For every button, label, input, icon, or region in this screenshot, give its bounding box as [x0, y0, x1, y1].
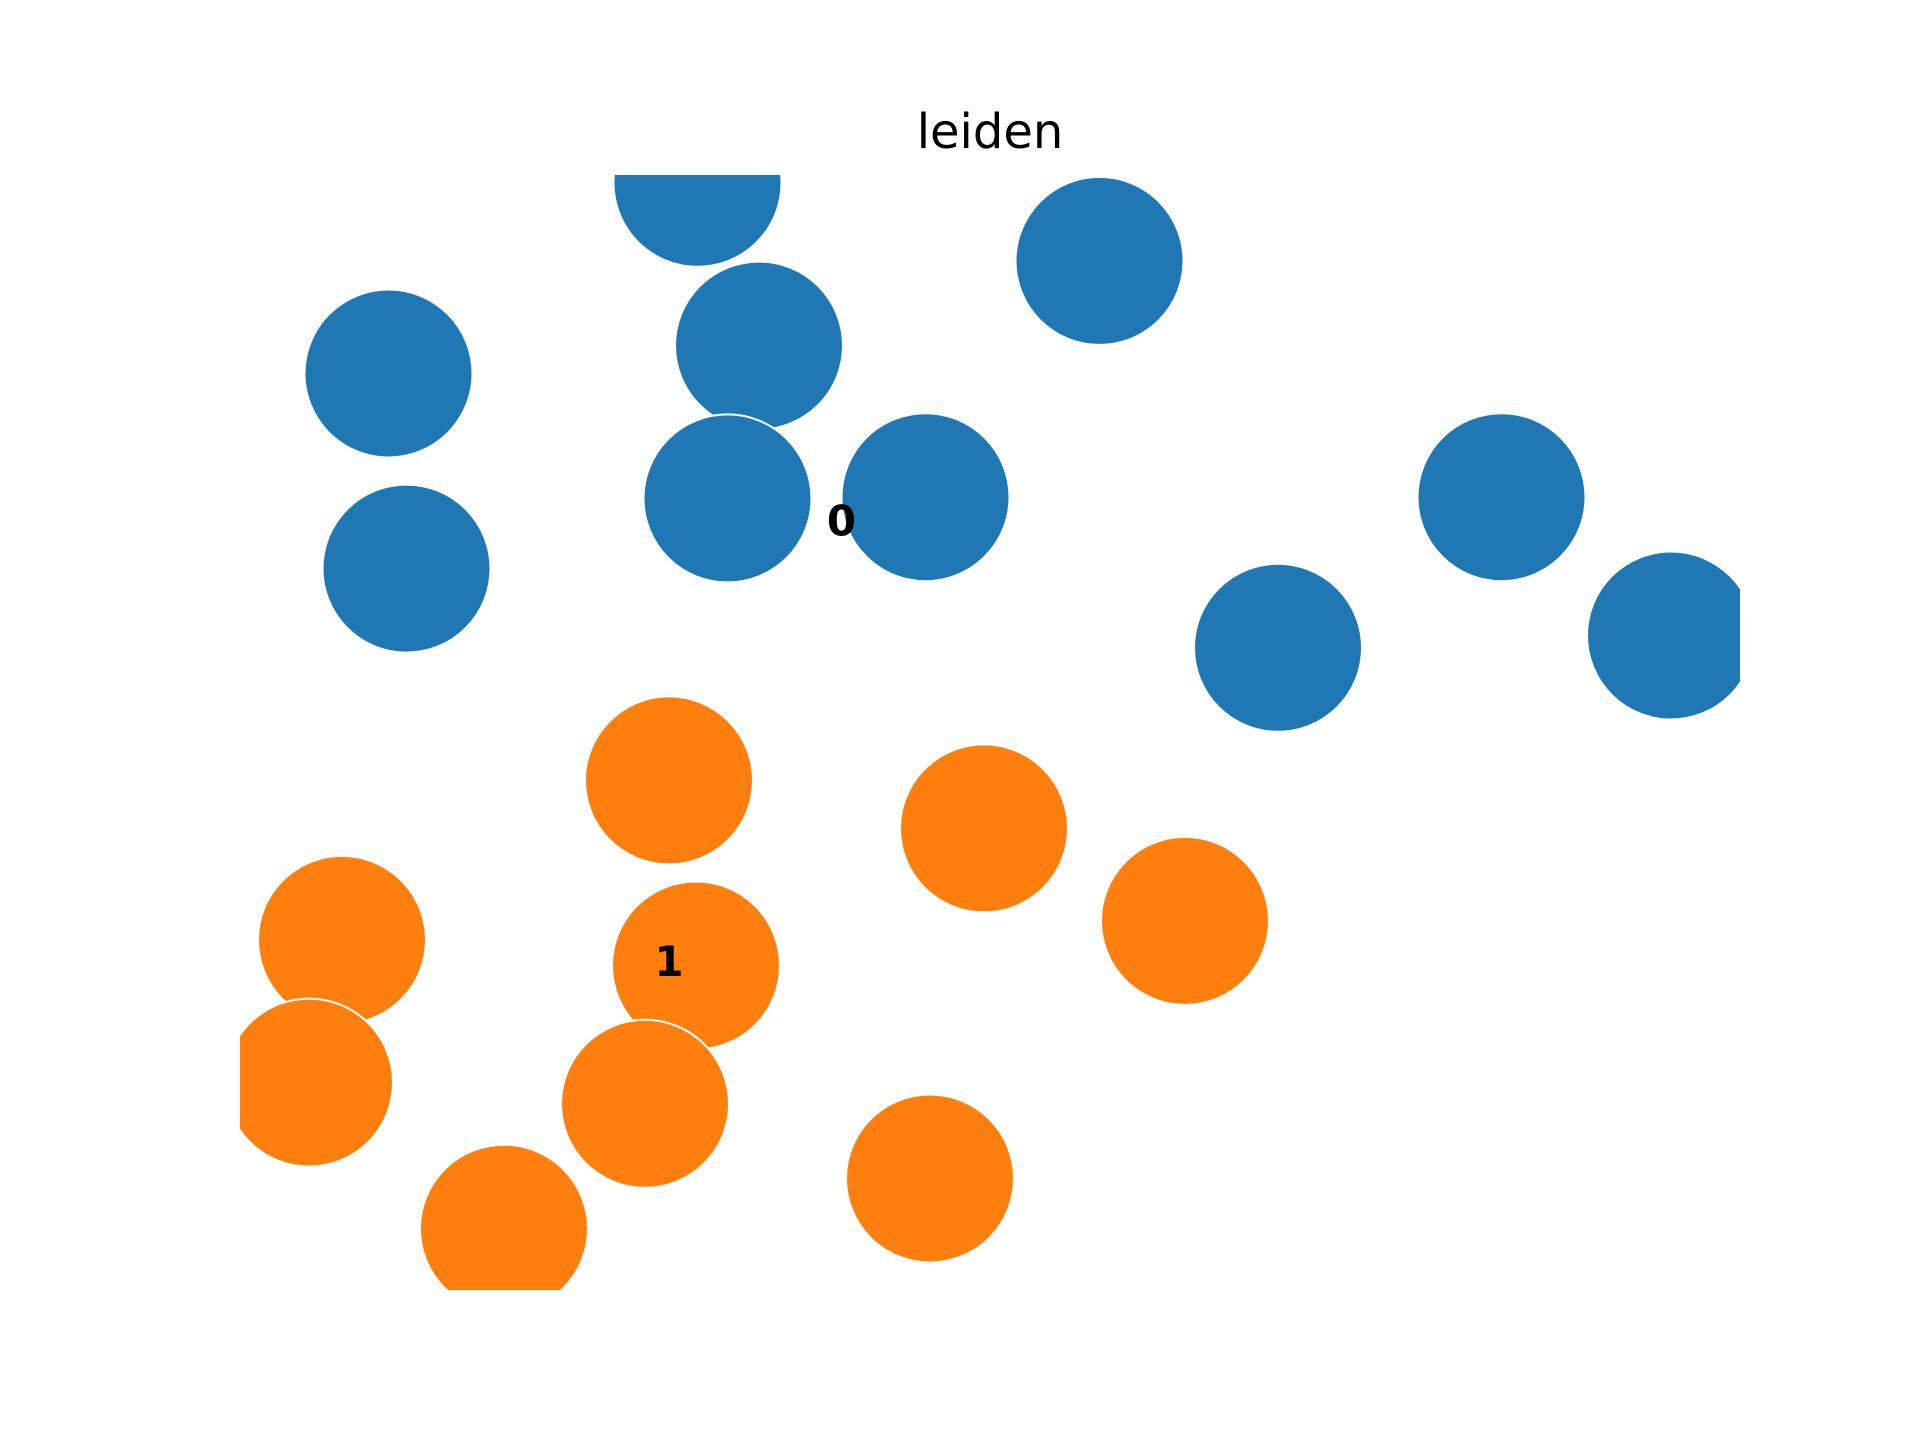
data-point-cluster-1 [899, 743, 1069, 914]
series-cluster-0 [303, 175, 1740, 733]
cluster-label-0: 0 [827, 497, 856, 546]
data-point-cluster-0 [321, 483, 492, 654]
data-point-cluster-0 [1586, 550, 1740, 721]
cluster-label-1: 1 [654, 937, 683, 986]
data-point-cluster-1 [560, 1018, 730, 1189]
data-point-cluster-1 [419, 1143, 589, 1290]
series-cluster-1 [240, 695, 1270, 1290]
chart-title: leiden [917, 104, 1064, 160]
data-point-cluster-0 [674, 260, 844, 431]
data-point-cluster-1 [240, 997, 394, 1168]
data-point-cluster-0 [1416, 412, 1587, 583]
data-point-cluster-0 [1014, 175, 1185, 346]
data-point-cluster-1 [257, 854, 427, 1025]
data-point-cluster-1 [584, 695, 754, 866]
data-point-cluster-0 [1193, 562, 1363, 733]
data-point-cluster-0 [642, 413, 813, 584]
points-layer [240, 175, 1740, 1290]
data-point-cluster-1 [845, 1093, 1015, 1264]
data-point-cluster-0 [840, 412, 1011, 583]
data-point-cluster-0 [303, 288, 474, 459]
cluster-labels: 01 [654, 497, 856, 986]
data-point-cluster-0 [612, 175, 783, 268]
data-point-cluster-1 [1100, 835, 1270, 1006]
